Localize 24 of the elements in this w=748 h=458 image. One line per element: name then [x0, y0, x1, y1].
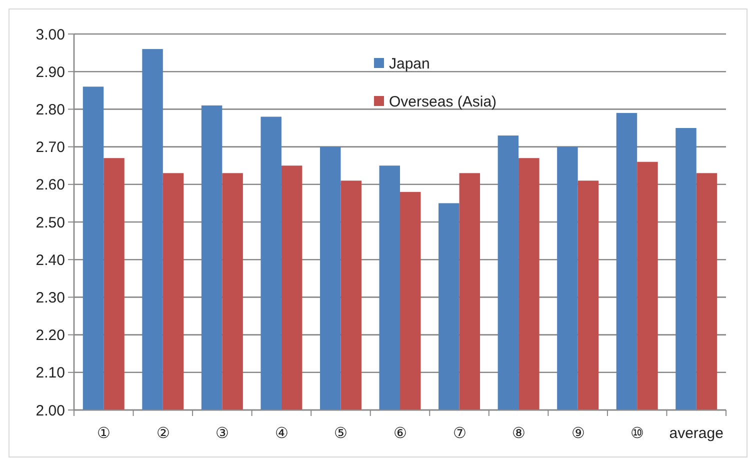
legend-label: Overseas (Asia) — [389, 93, 497, 110]
y-tick-label: 2.90 — [36, 64, 65, 81]
x-tick-label: ③ — [216, 425, 229, 442]
x-tick-label: ⑩ — [630, 425, 644, 442]
y-tick-label: 2.80 — [36, 101, 65, 118]
y-tick-label: 2.30 — [36, 289, 65, 306]
x-tick-label: ⑦ — [452, 425, 466, 442]
x-tick-label: ⑥ — [394, 425, 406, 442]
x-tick-label: ④ — [274, 425, 288, 442]
y-tick-label: 2.10 — [36, 364, 65, 382]
y-tick-label: 2.00 — [36, 402, 65, 420]
y-tick-label: 2.50 — [36, 214, 65, 232]
x-tick-label: average — [669, 425, 724, 442]
legend-label: Japan — [389, 55, 430, 72]
x-tick-label: ① — [97, 425, 110, 442]
y-tick-label: 2.70 — [36, 139, 65, 156]
x-tick-label: ② — [156, 425, 170, 442]
x-tick-label: ⑤ — [334, 425, 348, 442]
y-tick-label: 2.60 — [36, 176, 65, 194]
y-tick-label: 3.00 — [36, 26, 65, 44]
y-tick-label: 2.40 — [36, 252, 65, 269]
x-tick-label: ⑨ — [571, 425, 584, 442]
x-tick-label: ⑧ — [512, 425, 526, 442]
y-tick-label: 2.20 — [36, 327, 65, 344]
